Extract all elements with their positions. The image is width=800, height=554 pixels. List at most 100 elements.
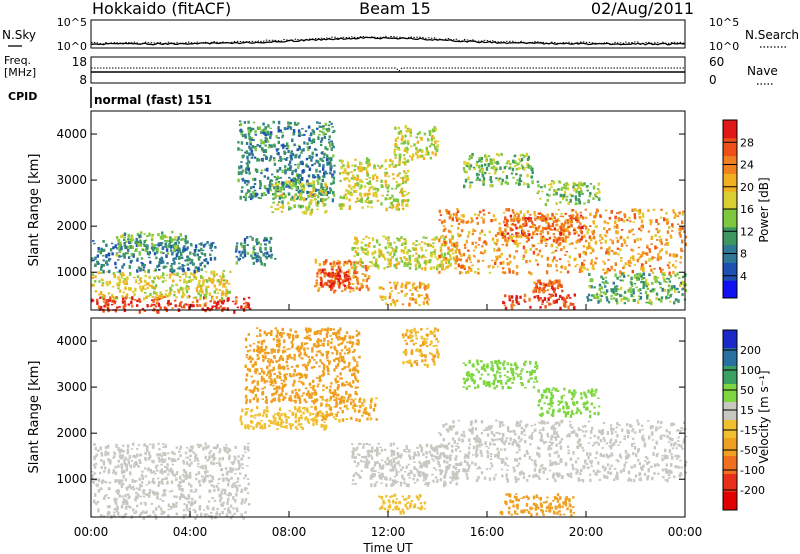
- echo-cell: [319, 268, 322, 271]
- echo-cell: [546, 263, 550, 268]
- echo-cell: [122, 296, 125, 301]
- echo-cell: [650, 268, 653, 272]
- echo-cell: [120, 483, 124, 486]
- echo-cell: [115, 236, 119, 240]
- echo-cell: [290, 197, 293, 201]
- echo-cell: [535, 227, 538, 232]
- echo-cell: [318, 122, 321, 124]
- echo-cell: [130, 448, 134, 450]
- echo-cell: [338, 359, 341, 363]
- echo-cell: [182, 459, 185, 462]
- echo-cell: [218, 300, 222, 303]
- echo-cell: [144, 502, 147, 506]
- echo-cell: [128, 265, 131, 269]
- echo-cell: [118, 494, 121, 498]
- echo-cell: [395, 181, 398, 184]
- echo-cell: [401, 191, 404, 194]
- echo-cell: [260, 192, 264, 197]
- echo-cell: [411, 247, 415, 249]
- echo-cell: [607, 250, 610, 254]
- echo-cell: [213, 300, 216, 304]
- echo-cell: [439, 263, 442, 268]
- echo-cell: [106, 505, 110, 509]
- echo-cell: [595, 211, 598, 214]
- echo-cell: [552, 239, 556, 243]
- echo-cell: [518, 217, 521, 222]
- echo-cell: [238, 120, 242, 123]
- echo-cell: [320, 182, 323, 187]
- echo-cell: [393, 241, 396, 244]
- echo-cell: [189, 261, 192, 265]
- echo-cell: [348, 362, 351, 366]
- echo-cell: [260, 379, 263, 382]
- echo-cell: [347, 365, 350, 368]
- echo-cell: [551, 258, 555, 263]
- echo-cell: [108, 481, 112, 484]
- echo-cell: [226, 290, 229, 295]
- echo-cell: [280, 197, 283, 199]
- echo-cell: [287, 192, 290, 194]
- echo-cell: [566, 187, 569, 191]
- echo-cell: [508, 269, 511, 274]
- echo-cell: [495, 242, 498, 246]
- echo-cell: [342, 357, 345, 361]
- echo-cell: [365, 178, 368, 180]
- echo-cell: [154, 284, 158, 288]
- echo-cell: [477, 214, 480, 217]
- echo-cell: [605, 250, 608, 255]
- echo-cell: [265, 256, 268, 260]
- echo-cell: [219, 299, 222, 301]
- echo-cell: [567, 294, 570, 297]
- echo-cell: [400, 244, 404, 247]
- echo-cell: [243, 477, 246, 480]
- echo-cell: [549, 264, 552, 268]
- echo-cell: [185, 280, 188, 284]
- echo-cell: [557, 209, 560, 211]
- echo-cell: [613, 269, 616, 272]
- echo-cell: [568, 243, 572, 246]
- echo-cell: [236, 306, 240, 309]
- echo-cell: [226, 450, 229, 454]
- echo-cell: [177, 457, 180, 461]
- echo-cell: [185, 504, 189, 507]
- echo-cell: [244, 337, 248, 342]
- echo-cell: [245, 301, 248, 304]
- echo-cell: [324, 146, 327, 150]
- echo-cell: [366, 182, 369, 185]
- echo-cell: [116, 479, 119, 483]
- echo-cell: [294, 399, 297, 404]
- echo-cell: [212, 446, 216, 449]
- echo-cell: [150, 246, 154, 250]
- echo-cell: [342, 338, 345, 342]
- echo-cell: [555, 279, 558, 284]
- echo-cell: [378, 254, 381, 258]
- echo-cell: [595, 195, 598, 198]
- echo-cell: [173, 452, 176, 456]
- echo-cell: [297, 176, 300, 180]
- echo-cell: [99, 296, 102, 299]
- echo-cell: [460, 229, 464, 233]
- echo-cell: [498, 222, 501, 225]
- echo-cell: [259, 248, 262, 252]
- echo-cell: [197, 257, 201, 261]
- freq-panel: Freq. [MHz] 18 8 60 0 Nave: [4, 54, 778, 87]
- echo-cell: [406, 198, 410, 203]
- echo-cell: [533, 295, 536, 299]
- echo-cell: [275, 152, 279, 155]
- echo-cell: [158, 277, 161, 280]
- echo-cell: [391, 160, 394, 164]
- echo-cell: [321, 269, 324, 273]
- echo-cell: [403, 190, 407, 193]
- echo-cell: [478, 159, 481, 162]
- echo-cell: [249, 193, 252, 196]
- echo-cell: [638, 227, 641, 231]
- echo-cell: [642, 250, 645, 254]
- echo-cell: [332, 260, 336, 265]
- echo-cell: [547, 224, 551, 227]
- echo-cell: [594, 261, 597, 265]
- echo-cell: [227, 479, 231, 483]
- echo-cell: [364, 249, 367, 251]
- echo-cell: [309, 139, 312, 142]
- echo-cell: [136, 275, 140, 279]
